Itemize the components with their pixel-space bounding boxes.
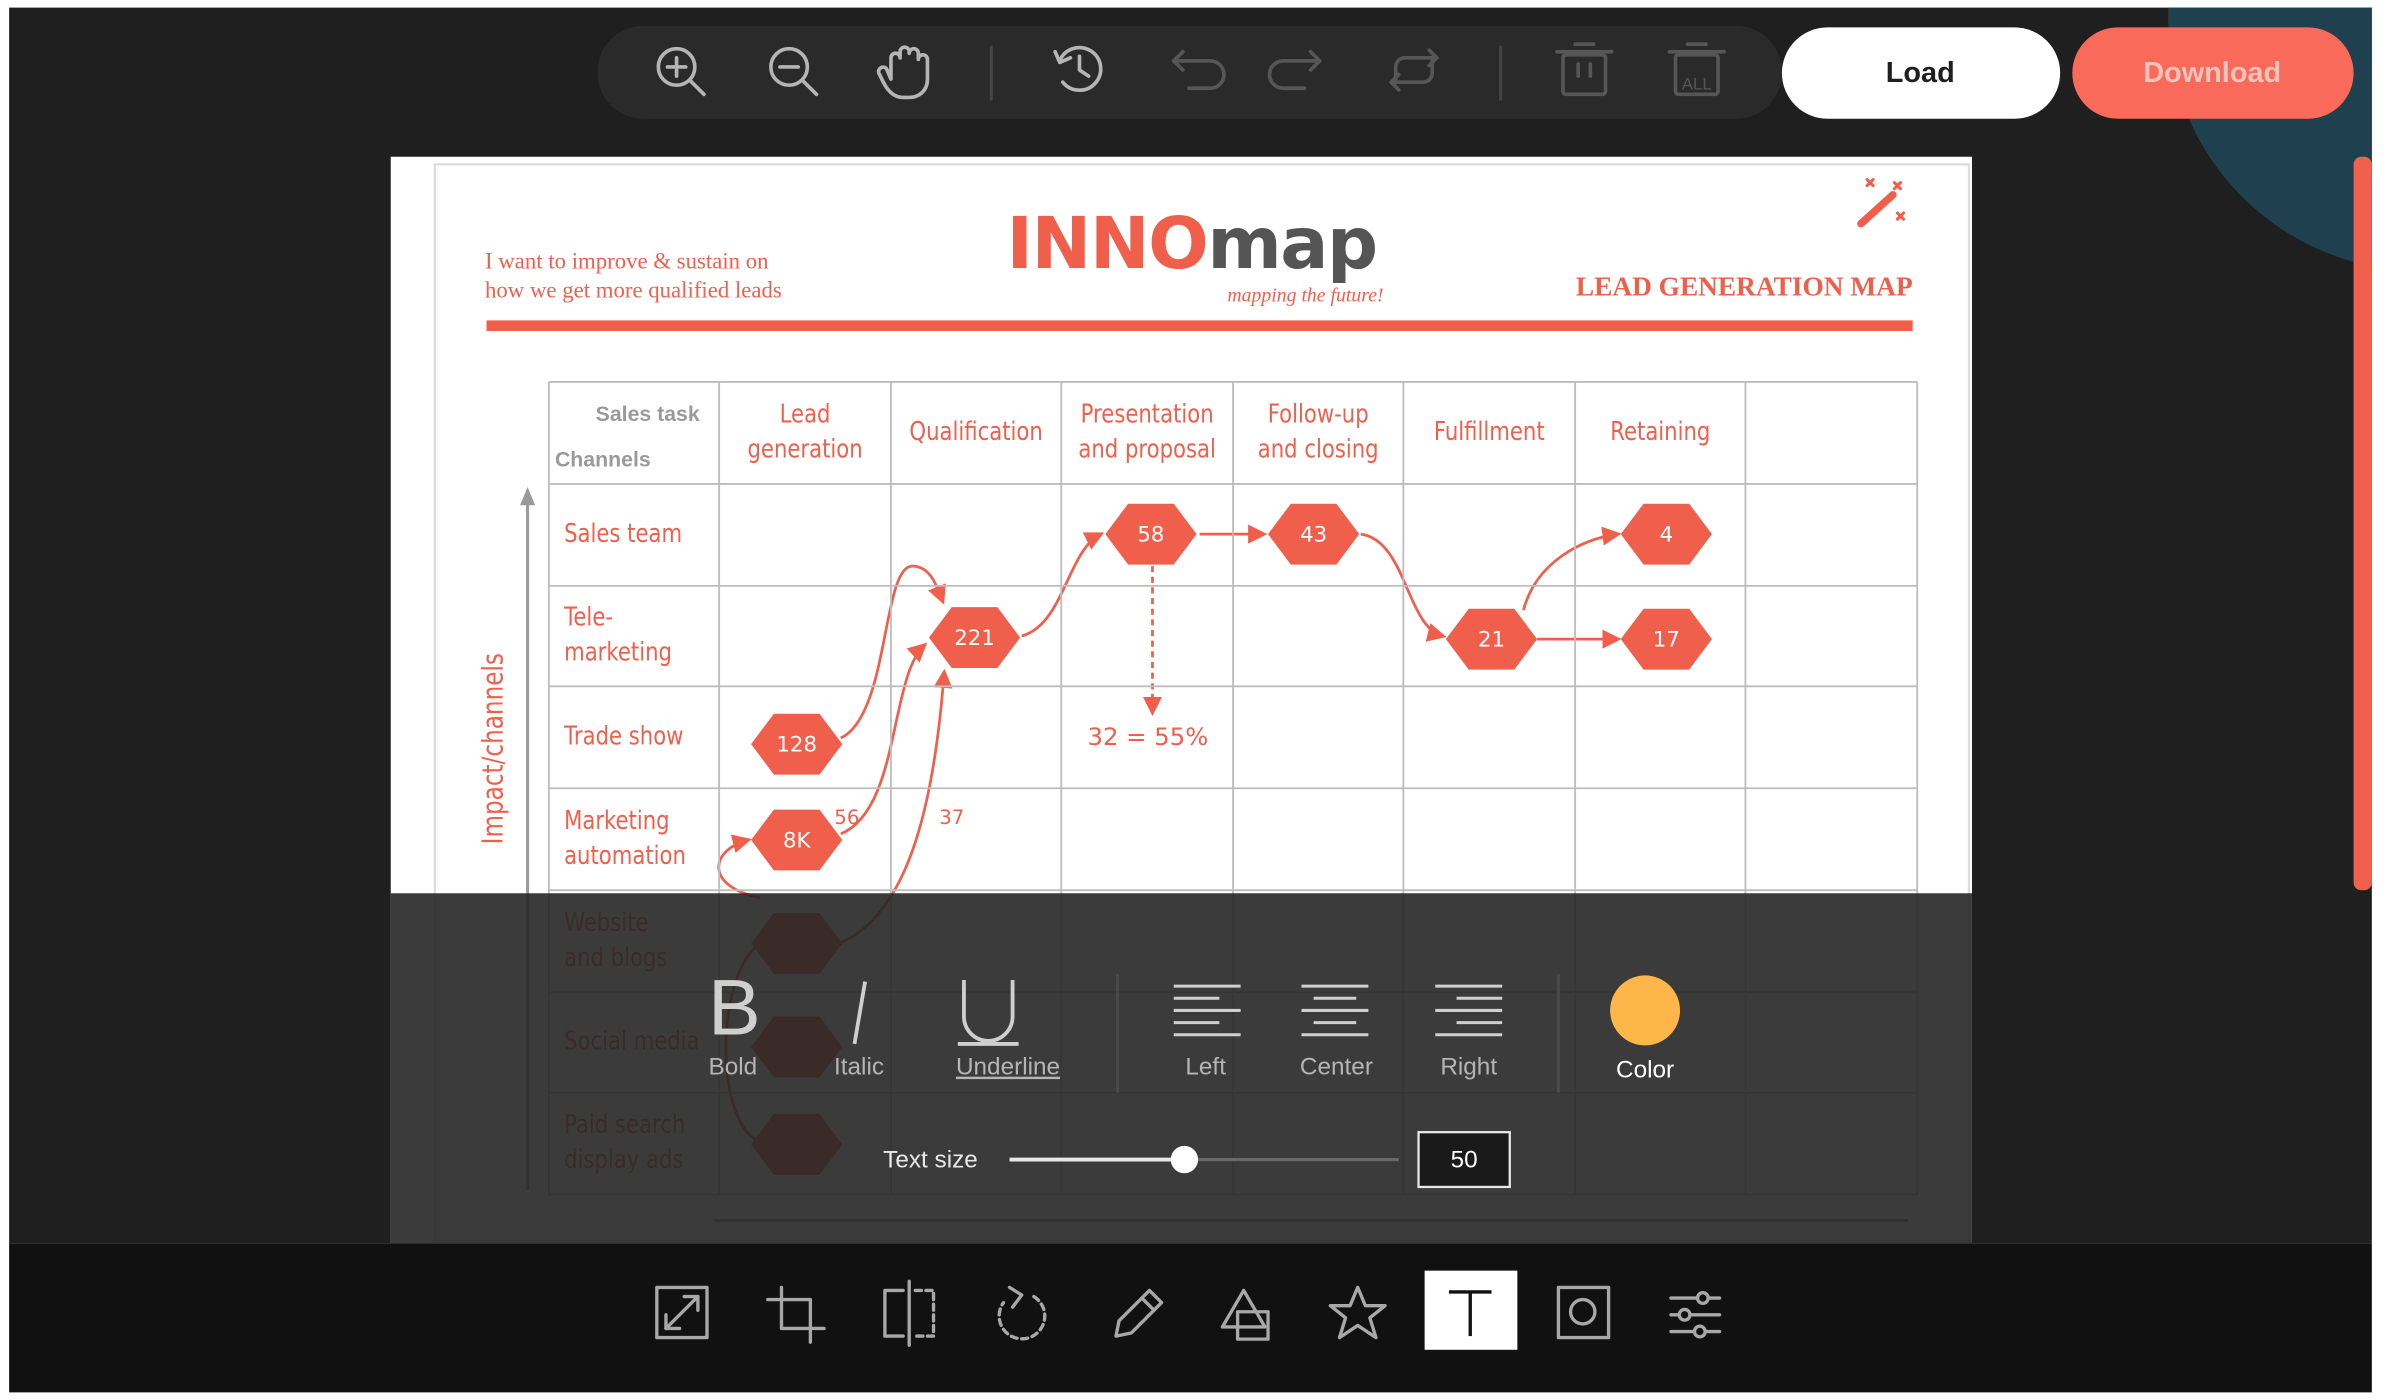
crop-tool[interactable] xyxy=(766,1285,826,1344)
node-hexagon xyxy=(1620,608,1712,670)
icon-tool[interactable] xyxy=(1328,1285,1387,1340)
node-hexagon xyxy=(1268,503,1360,565)
column-header: Lead xyxy=(780,398,831,429)
node-hexagon xyxy=(751,809,843,871)
column-header: and closing xyxy=(1258,433,1379,464)
column-header: generation xyxy=(747,433,862,464)
node-label: 17 xyxy=(1653,628,1680,653)
map-title: LEAD GENERATION MAP xyxy=(1576,271,1913,301)
load-background xyxy=(1781,27,2061,119)
flow-arrows xyxy=(717,524,1622,1143)
italic-icon[interactable] xyxy=(852,981,867,1045)
logo-bold: INNO xyxy=(1007,202,1208,285)
panel-button-label[interactable]: Right xyxy=(1440,1054,1497,1081)
text-tool-icon xyxy=(1448,1290,1492,1337)
download-button[interactable]: Download xyxy=(2072,27,2354,119)
axis-label: Impact/channels xyxy=(477,653,510,844)
draw-tool[interactable] xyxy=(1114,1288,1164,1338)
zoom-out[interactable] xyxy=(769,46,819,97)
panel-button-label[interactable]: Italic xyxy=(834,1054,884,1081)
panel-button-label[interactable]: Center xyxy=(1300,1054,1373,1081)
row-label: Sales team xyxy=(564,518,682,549)
text-size-value: 50 xyxy=(1451,1147,1478,1174)
history[interactable] xyxy=(1053,45,1103,93)
text-size-label: Text size xyxy=(883,1147,978,1174)
column-header: Fulfillment xyxy=(1434,416,1545,447)
download-background xyxy=(2072,27,2354,119)
pan[interactable] xyxy=(876,45,930,100)
scrollbar-thumb[interactable] xyxy=(2353,156,2372,891)
annotation: 32 = 55% xyxy=(1087,722,1208,751)
node-hexagon xyxy=(928,607,1021,669)
rotate-tool[interactable] xyxy=(997,1285,1047,1341)
align-left-icon[interactable] xyxy=(1173,984,1241,1037)
text-size-input[interactable] xyxy=(1417,1131,1511,1189)
panel-button-label[interactable]: Left xyxy=(1185,1054,1226,1081)
filter-tool[interactable] xyxy=(1669,1291,1722,1339)
underline-icon[interactable] xyxy=(962,980,1015,1043)
logo-light: map xyxy=(1207,202,1376,285)
load-label: Load xyxy=(1886,57,1955,89)
node-label: 21 xyxy=(1478,628,1505,653)
node-label: 128 xyxy=(776,733,817,758)
panel-button-label[interactable]: Underline xyxy=(956,1054,1060,1081)
annotation: 56 xyxy=(834,806,859,829)
panel-labels: Bold Italic Underline Left Center Right Color xyxy=(708,1054,1674,1084)
node-hexagon xyxy=(1445,608,1538,670)
corner-top: Sales task xyxy=(596,402,700,426)
column-header: Presentation xyxy=(1081,398,1214,429)
goal-text: I want to improve & sustain on xyxy=(485,248,769,273)
panel-button-label[interactable]: Color xyxy=(1616,1057,1674,1084)
node-label: 43 xyxy=(1300,523,1327,548)
row-label: Trade show xyxy=(563,720,683,751)
slider-thumb[interactable] xyxy=(1170,1145,1199,1174)
svg-text:ALL: ALL xyxy=(1682,75,1712,94)
download-label: Download xyxy=(2143,57,2281,89)
column-header: Follow-up xyxy=(1268,398,1369,429)
column-header: Qualification xyxy=(909,416,1042,447)
redo[interactable] xyxy=(1267,49,1322,91)
flip-tool[interactable] xyxy=(883,1279,936,1347)
undo[interactable] xyxy=(1171,49,1226,91)
y-axis-arrowhead xyxy=(519,486,536,506)
goal-text: how we get more qualified leads xyxy=(485,277,782,302)
align-center-icon[interactable] xyxy=(1301,984,1369,1037)
color-swatch[interactable] xyxy=(1610,975,1681,1046)
node-label: 8K xyxy=(783,829,812,854)
row-label: Tele- xyxy=(563,602,613,633)
row-label: automation xyxy=(564,840,686,871)
text-panel xyxy=(390,893,1972,1244)
bold-icon[interactable]: B xyxy=(708,962,761,1051)
logo-tagline: mapping the future! xyxy=(1227,284,1383,306)
node-label: 4 xyxy=(1660,523,1674,548)
node-label: 221 xyxy=(954,626,995,651)
align-right-icon[interactable] xyxy=(1435,984,1503,1037)
magic-wand-icon xyxy=(1857,178,1906,228)
node-hexagon xyxy=(1105,503,1197,565)
shape-tool[interactable] xyxy=(1220,1288,1270,1341)
corner-left: Channels xyxy=(555,448,651,472)
node-hexagon xyxy=(751,713,843,775)
row-label: Marketing xyxy=(564,805,670,836)
resize-tool[interactable] xyxy=(655,1285,709,1340)
delete-all[interactable]: ALL xyxy=(1667,42,1726,97)
repeat[interactable] xyxy=(1389,48,1439,92)
mask-tool[interactable] xyxy=(1556,1285,1611,1340)
bottom-toolbar xyxy=(9,1243,2372,1393)
annotation: 37 xyxy=(939,806,964,829)
node-label: 58 xyxy=(1137,523,1164,548)
row-label: marketing xyxy=(564,637,672,668)
column-header: Retaining xyxy=(1610,416,1710,447)
load-button[interactable]: Load xyxy=(1781,27,2061,119)
logo: INNOmap xyxy=(1007,202,1377,285)
zoom-in[interactable] xyxy=(656,46,706,97)
column-header: and proposal xyxy=(1078,433,1215,464)
panel-button-label[interactable]: Bold xyxy=(708,1054,757,1081)
node-hexagon xyxy=(1620,503,1712,565)
delete[interactable] xyxy=(1555,42,1614,97)
